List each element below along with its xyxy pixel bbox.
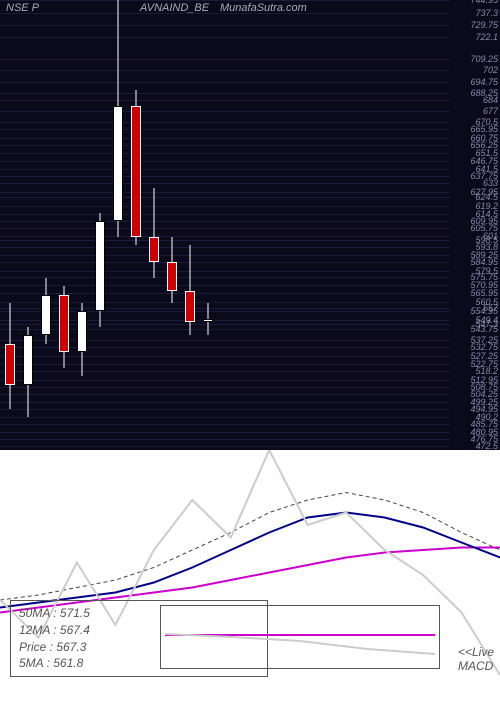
y-tick-label: 744.95	[470, 0, 498, 5]
chart-container: NSE P AVNAIND_BE MunafaSutra.com 744.957…	[0, 0, 500, 700]
y-tick-label: 684	[483, 95, 498, 105]
y-tick-label: 729.75	[470, 20, 498, 30]
macd-text: MACD	[458, 659, 494, 673]
y-tick-label: 694.75	[470, 77, 498, 87]
macd-panel: 50MA : 571.512MA : 567.4Price : 567.35MA…	[0, 450, 500, 700]
inner-indicator	[160, 605, 440, 669]
y-tick-label: 543.75	[470, 324, 498, 334]
live-macd-label: <<Live MACD	[458, 645, 494, 673]
y-tick-label: 702	[483, 65, 498, 75]
y-tick-label: 677	[483, 106, 498, 116]
candlestick-panel: NSE P AVNAIND_BE MunafaSutra.com 744.957…	[0, 0, 500, 450]
y-tick-label: 709.25	[470, 54, 498, 64]
live-text: <<Live	[458, 645, 494, 659]
y-tick-label: 472.5	[475, 441, 498, 450]
y-tick-label: 722.1	[475, 32, 498, 42]
y-tick-label: 737.3	[475, 8, 498, 18]
